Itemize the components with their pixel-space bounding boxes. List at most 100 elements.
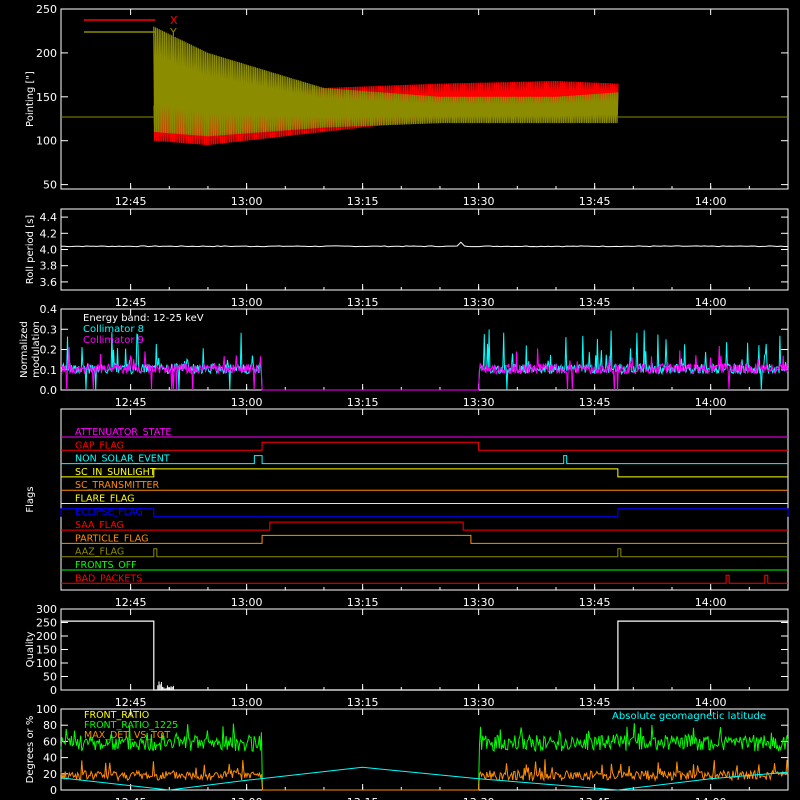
panel-2-xtick-label: 12:45 xyxy=(115,296,147,309)
panel-5-ytick-label: 300 xyxy=(36,603,57,616)
panel-1-frame xyxy=(60,8,789,190)
panel-3-ytick-label: 0.3 xyxy=(40,323,58,336)
panel-3-ylabel: Normalized xyxy=(19,321,30,378)
panel-5-ytick-label: 0 xyxy=(50,684,57,697)
panel-4-xtick-label: 13:00 xyxy=(231,596,263,609)
flag-label-eclipse-flag: ECLIPSE_FLAG xyxy=(75,507,143,518)
panel-6-ytick-label: 0 xyxy=(50,784,57,797)
flag-label-fronts-off: FRONTS_OFF xyxy=(75,560,137,571)
legend-front-ratio-1225: FRONT_RATIO_1225 xyxy=(84,720,178,731)
panel-2-xtick-label: 13:45 xyxy=(579,296,611,309)
panel-3-xtick-label: 13:15 xyxy=(347,396,379,409)
pointing-series-y xyxy=(153,26,619,137)
flag-label-flare-flag: FLARE_FLAG xyxy=(75,494,135,505)
panel-3-xtick-label: 13:00 xyxy=(231,396,263,409)
legend-collimator-8: Collimator 8 xyxy=(83,324,144,335)
panel-5-xtick-label: 13:15 xyxy=(347,696,379,709)
flag-line-particle-flag xyxy=(61,534,788,544)
panel-6-xtick-label: 13:30 xyxy=(463,796,495,800)
panel-4-xtick-label: 14:00 xyxy=(695,596,727,609)
panel-3-ytick-label: 0.0 xyxy=(40,384,58,397)
panel-2-ytick-label: 4.4 xyxy=(40,211,58,224)
panel-6-ylabel: Degrees or % xyxy=(25,716,36,784)
panel-4-xtick-label: 13:15 xyxy=(347,596,379,609)
panel-3-ytick-label: 0.1 xyxy=(40,364,58,377)
panel-5-ytick-label: 200 xyxy=(36,630,57,643)
panel-2-ytick-label: 4.0 xyxy=(40,244,58,257)
panel-1-xtick-label: 14:00 xyxy=(695,195,727,208)
panel-2-frame xyxy=(60,208,789,291)
panel-6-ytick-label: 60 xyxy=(43,735,57,748)
panel-2-xtick-label: 13:00 xyxy=(231,296,263,309)
panel-1-ylabel: Pointing ["] xyxy=(25,71,36,127)
flag-label-sc-transmitter: SC_TRANSMITTER xyxy=(75,480,160,491)
panel-2-ytick-label: 3.8 xyxy=(40,260,58,273)
panel-1-xtick-label: 13:15 xyxy=(347,195,379,208)
panel-6-ytick-label: 40 xyxy=(43,752,57,765)
flag-label-attenuator-state: ATTENUATOR_STATE xyxy=(75,427,171,438)
panel-1-ytick-label: 250 xyxy=(36,3,57,16)
panel-4-ylabel: Flags xyxy=(25,486,36,512)
panel-3-xtick-label: 13:45 xyxy=(579,396,611,409)
panel-3-xtick-label: 13:30 xyxy=(463,396,495,409)
geomagnetic-latitude-line xyxy=(60,766,789,791)
panel-6-ytick-label: 80 xyxy=(43,719,57,732)
panel-2-xtick-label: 13:30 xyxy=(463,296,495,309)
panel-1-ytick-label: 200 xyxy=(36,47,57,60)
panel-3-xtick-label: 14:00 xyxy=(695,396,727,409)
panel-5-xtick-label: 13:45 xyxy=(579,696,611,709)
flag-line-aaz-flag xyxy=(61,548,788,558)
panel-2-ytick-label: 4.2 xyxy=(40,227,58,240)
panel-5-ytick-label: 250 xyxy=(36,617,57,630)
flag-label-gap-flag: GAP_FLAG xyxy=(75,440,124,451)
panel-2-xtick-label: 14:00 xyxy=(695,296,727,309)
flag-line-sc-in-sunlight xyxy=(61,468,788,478)
panel-6-ytick-label: 20 xyxy=(43,768,57,781)
flag-label-bad-packets: BAD_PACKETS xyxy=(75,573,142,584)
panel-2-xtick-label: 13:15 xyxy=(347,296,379,309)
legend-front-ratio: FRONT_RATIO xyxy=(84,710,149,721)
panel-5-ytick-label: 100 xyxy=(36,657,57,670)
flag-line-eclipse-flag xyxy=(60,508,789,518)
flag-label-aaz-flag: AAZ_FLAG xyxy=(75,547,124,558)
quality-line xyxy=(61,620,788,691)
panel-5-xtick-label: 13:00 xyxy=(231,696,263,709)
flag-label-particle-flag: PARTICLE_FLAG xyxy=(75,533,148,544)
legend-y-label: Y xyxy=(169,26,177,39)
panel-1-ytick-label: 50 xyxy=(43,179,57,192)
annotation-geomagnetic-latitude: Absolute geomagnetic latitude xyxy=(612,711,766,722)
legend-max-det-vs-tot: MAX_DET_VS_TOT xyxy=(84,730,170,741)
panel-5-xtick-label: 13:30 xyxy=(463,696,495,709)
panel-5-xtick-label: 14:00 xyxy=(695,696,727,709)
panel-5-ytick-label: 50 xyxy=(43,671,57,684)
flag-line-bad-packets xyxy=(61,574,788,584)
panel-5-ytick-label: 150 xyxy=(36,644,57,657)
modulation-series-collimator-9 xyxy=(60,345,789,391)
legend-x-label: X xyxy=(170,14,178,27)
panel-6-xtick-label: 13:00 xyxy=(231,796,263,800)
panel-1-xtick-label: 13:00 xyxy=(231,195,263,208)
panel-1-xtick-label: 12:45 xyxy=(115,195,147,208)
panel-4-frame xyxy=(60,408,789,591)
panel-3-ytick-label: 0.4 xyxy=(40,303,58,316)
panel-6-xtick-label: 13:45 xyxy=(579,796,611,800)
flag-line-gap-flag xyxy=(61,441,788,451)
panel-4-xtick-label: 13:30 xyxy=(463,596,495,609)
panel-6-ytick-label: 100 xyxy=(36,703,57,716)
panel-1-xtick-label: 13:30 xyxy=(463,195,495,208)
panel-1-ytick-label: 150 xyxy=(36,91,57,104)
panel-2-ytick-label: 3.6 xyxy=(40,276,58,289)
panel-2-ylabel: Roll period [s] xyxy=(25,215,36,284)
panel-3-ylabel-2: modulation xyxy=(31,321,42,378)
panel-6-xtick-label: 13:15 xyxy=(347,796,379,800)
flag-label-non-solar-event: NON_SOLAR_EVENT xyxy=(75,454,170,465)
ratio-series-max-det-vs-tot xyxy=(60,759,789,791)
roll-period-line xyxy=(60,241,788,248)
panel-4-xtick-label: 13:45 xyxy=(579,596,611,609)
panel-4-xtick-label: 12:45 xyxy=(115,596,147,609)
panel-3-xtick-label: 12:45 xyxy=(115,396,147,409)
legend-collimator-9: Collimator 9 xyxy=(83,335,144,346)
flag-line-non-solar-event xyxy=(61,455,788,465)
